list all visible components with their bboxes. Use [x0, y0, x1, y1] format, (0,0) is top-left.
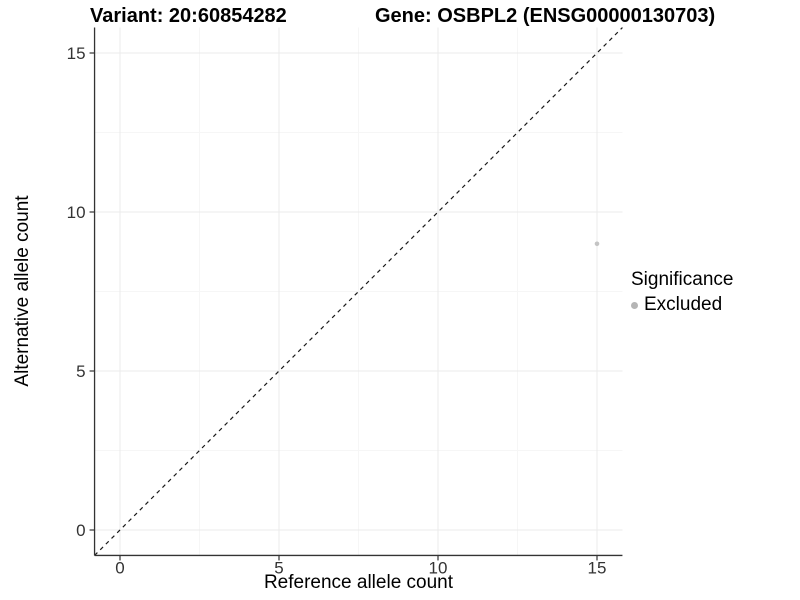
y-tick-label: 10	[67, 203, 86, 222]
legend: Significance Excluded	[631, 269, 733, 316]
x-tick-label: 15	[588, 558, 607, 577]
x-axis-title: Reference allele count	[263, 572, 454, 593]
y-tick-label: 15	[67, 44, 86, 63]
gene-title: Gene: OSBPL2 (ENSG00000130703)	[375, 5, 716, 27]
y-tick-label: 5	[76, 362, 85, 381]
legend-item-label: Excluded	[644, 294, 723, 315]
x-tick-label: 5	[274, 558, 283, 577]
y-tick-label: 0	[76, 521, 85, 540]
legend-title: Significance	[631, 269, 734, 290]
x-tick-label: 0	[115, 558, 124, 577]
y-axis-title: Alternative allele count	[12, 195, 33, 387]
data-point	[594, 241, 600, 247]
legend-marker-icon	[631, 301, 638, 309]
legend-item: Excluded	[631, 294, 733, 316]
variant-title: Variant: 20:60854282	[90, 5, 287, 27]
x-tick-label: 10	[429, 558, 448, 577]
